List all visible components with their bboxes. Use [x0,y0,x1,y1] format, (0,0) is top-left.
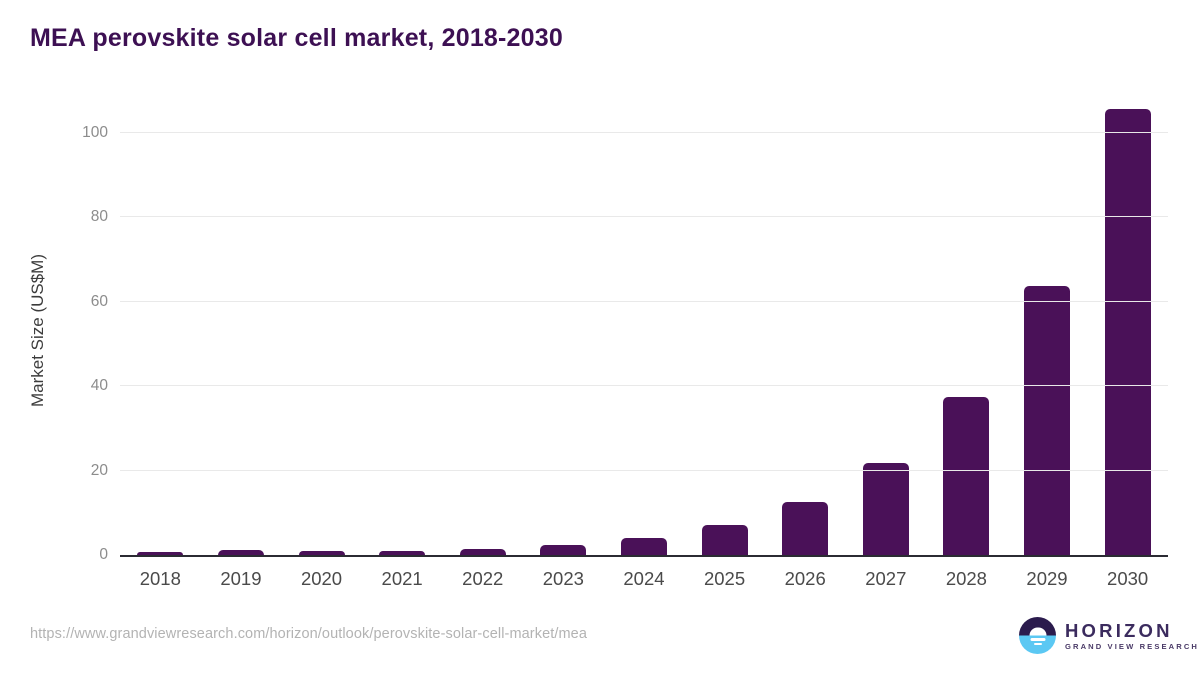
x-tick-label: 2020 [300,568,343,589]
bar-2023[interactable] [540,545,587,555]
bar-2026[interactable] [782,502,829,555]
horizon-logo[interactable]: HORIZON GRAND VIEW RESEARCH [1019,617,1199,654]
logo-title: HORIZON [1065,619,1173,641]
bar-2025[interactable] [701,525,748,555]
x-tick-label: 2025 [703,568,746,589]
logo-text-block: HORIZON GRAND VIEW RESEARCH [1065,619,1199,651]
gridline [120,300,1168,302]
x-tick-label: 2023 [542,568,584,589]
gridline [120,385,1168,387]
bar-slot [523,105,604,555]
bar-slot [1007,105,1088,555]
x-tick-label: 2022 [462,568,504,589]
x-labels-row: 2018 2019 2020 2021 2022 2023 2024 2025 2026 2027… [120,568,1168,590]
y-axis-title: Market Size (US$M) [26,105,50,557]
bar-2022[interactable] [459,549,506,555]
bar-2029[interactable] [1024,286,1070,555]
plot-area: 0 20 40 60 80 100 [82,105,1168,563]
sun-dome-shape [1029,627,1046,636]
bar-2021[interactable] [379,551,426,555]
x-tick-label: 2021 [381,568,423,589]
x-tick-label: 2029 [1026,568,1068,589]
x-tick-label: 2030 [1107,568,1149,589]
bar-slot [442,105,523,555]
bar-2030[interactable] [1104,108,1151,555]
source-url: https://www.grandviewresearch.com/horizo… [30,626,587,642]
bars-row [120,105,1168,555]
bar-slot [362,105,443,555]
y-tick-label: 20 [90,461,108,479]
x-tick-label: 2019 [220,568,262,589]
gridline [120,216,1168,218]
x-tick-label: 2027 [865,568,907,589]
y-tick-label: 80 [90,208,108,226]
bar-2027[interactable] [862,463,909,555]
logo-subtitle: GRAND VIEW RESEARCH [1065,641,1199,651]
horizon-line-shape [1033,643,1042,645]
y-axis-title-text: Market Size (US$M) [28,254,47,408]
horizon-logo-icon [1019,617,1056,654]
horizon-line-shape [1030,638,1045,641]
bar-slot [765,105,846,555]
y-tick-label: 100 [82,124,108,141]
bar-2028[interactable] [943,396,990,555]
bar-2019[interactable] [217,550,264,555]
bar-slot [684,105,765,555]
bar-slot [604,105,685,555]
x-tick-label: 2028 [945,568,987,589]
bar-2020[interactable] [298,551,345,555]
bar-slot [1087,105,1168,555]
x-tick-label: 2024 [623,568,665,589]
x-tick-label: 2018 [139,568,181,589]
bar-slot [845,105,926,555]
y-tick-label: 40 [90,377,108,395]
bar-slot [926,105,1007,555]
chart-title: MEA perovskite solar cell market, 2018-2… [30,24,563,52]
gridline [120,132,1168,133]
bar-slot [120,105,201,555]
y-tick-label: 60 [90,292,108,310]
gridline [120,469,1168,471]
bar-2024[interactable] [620,538,667,555]
bar-slot [201,105,282,555]
bar-2018[interactable] [137,552,184,555]
bar-slot [281,105,362,555]
x-tick-label: 2026 [784,568,826,589]
y-tick-label: 0 [99,546,108,563]
